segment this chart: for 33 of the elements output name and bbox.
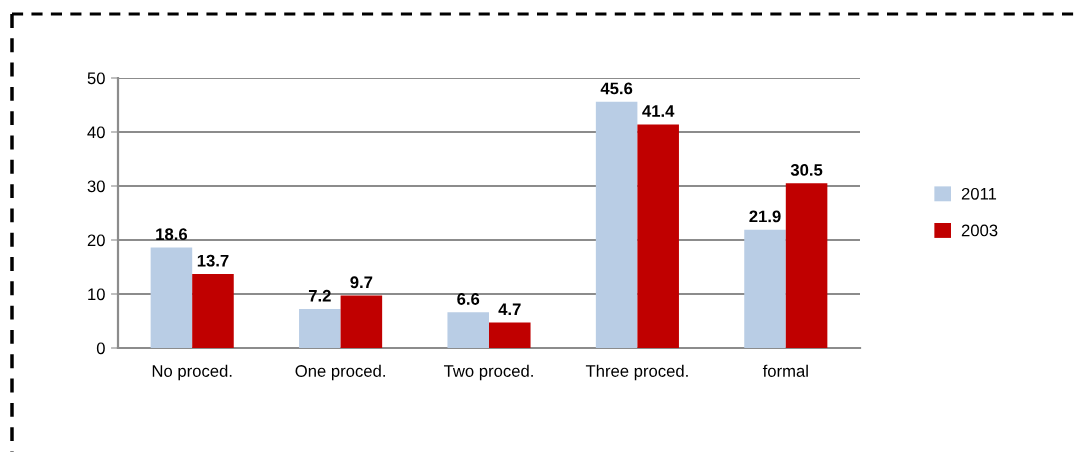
x-tick-label: Two proced. — [443, 364, 533, 381]
data-label: 30.5 — [790, 164, 823, 176]
data-label: 18.6 — [156, 228, 188, 241]
y-tick-label: 10 — [88, 288, 105, 301]
data-label: 4.7 — [498, 303, 521, 315]
data-label: 13.7 — [197, 254, 229, 267]
x-tick-label: No proced. — [152, 364, 232, 381]
data-label: 9.7 — [350, 276, 373, 289]
y-tick-label: 40 — [87, 126, 105, 139]
bar — [340, 295, 383, 348]
y-tick-label: 50 — [87, 72, 105, 85]
x-tick-label: One proced. — [295, 364, 385, 381]
y-tick-label: 0 — [96, 342, 105, 355]
y-tick-label: 30 — [87, 180, 105, 193]
bar — [595, 101, 638, 348]
legend-label: 2011 — [961, 187, 997, 200]
x-tick-label: formal — [762, 364, 808, 377]
x-tick-label: Three proced. — [585, 364, 688, 381]
bar — [785, 183, 828, 348]
data-label: 21.9 — [749, 210, 781, 223]
bar — [150, 247, 193, 348]
bar — [299, 309, 341, 348]
bar — [192, 274, 234, 348]
data-label: 7.2 — [308, 289, 331, 302]
data-label: 41.4 — [642, 105, 675, 117]
bar — [637, 124, 679, 348]
y-tick-label: 20 — [87, 234, 105, 247]
bar — [744, 229, 786, 348]
data-label: 6.6 — [457, 293, 480, 305]
bar — [489, 322, 531, 348]
bar — [447, 312, 489, 348]
data-label: 45.6 — [600, 82, 633, 95]
legend-label: 2003 — [961, 224, 998, 237]
